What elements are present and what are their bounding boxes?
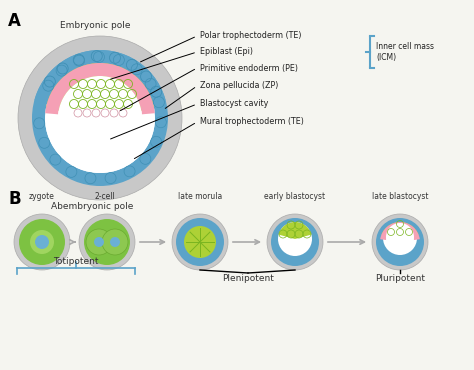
Circle shape: [18, 36, 182, 200]
Text: Inner cell mass
(ICM): Inner cell mass (ICM): [376, 42, 434, 62]
Wedge shape: [34, 50, 166, 118]
Circle shape: [376, 218, 424, 266]
Circle shape: [32, 50, 168, 186]
Circle shape: [84, 219, 130, 265]
Circle shape: [278, 222, 312, 256]
Text: Polar trophectoderm (TE): Polar trophectoderm (TE): [200, 31, 301, 40]
Text: Abembryonic pole: Abembryonic pole: [51, 202, 133, 211]
Text: Mural trophectoderm (TE): Mural trophectoderm (TE): [200, 118, 304, 127]
Circle shape: [35, 235, 49, 249]
Text: Pluripotent: Pluripotent: [375, 274, 425, 283]
Wedge shape: [279, 222, 311, 239]
Text: early blastocyst: early blastocyst: [264, 192, 326, 201]
Wedge shape: [58, 76, 142, 118]
Circle shape: [102, 229, 128, 255]
Circle shape: [14, 214, 70, 270]
Text: 2-cell: 2-cell: [95, 192, 115, 201]
Text: zygote: zygote: [29, 192, 55, 201]
Text: Zona pellucida (ZP): Zona pellucida (ZP): [200, 81, 278, 91]
Wedge shape: [382, 222, 419, 242]
Text: A: A: [8, 12, 21, 30]
Wedge shape: [380, 222, 420, 240]
Circle shape: [19, 219, 65, 265]
Circle shape: [386, 223, 414, 251]
Circle shape: [267, 214, 323, 270]
Text: late morula: late morula: [178, 192, 222, 201]
Circle shape: [45, 63, 155, 173]
Circle shape: [86, 229, 112, 255]
Circle shape: [184, 226, 216, 258]
Circle shape: [110, 237, 120, 247]
Circle shape: [172, 214, 228, 270]
Text: Embryonic pole: Embryonic pole: [60, 21, 130, 30]
Text: Epiblast (Epi): Epiblast (Epi): [200, 47, 253, 57]
Circle shape: [176, 218, 224, 266]
Circle shape: [30, 230, 54, 254]
Text: Totipotent: Totipotent: [53, 257, 99, 266]
Wedge shape: [45, 63, 155, 114]
Circle shape: [79, 214, 135, 270]
Circle shape: [383, 221, 417, 255]
Wedge shape: [46, 63, 154, 118]
Circle shape: [94, 237, 104, 247]
Text: Primitive endoderm (PE): Primitive endoderm (PE): [200, 64, 298, 73]
Text: Blastocyst cavity: Blastocyst cavity: [200, 100, 268, 108]
Circle shape: [372, 214, 428, 270]
Text: late blastocyst: late blastocyst: [372, 192, 428, 201]
Text: Plenipotent: Plenipotent: [222, 274, 274, 283]
Wedge shape: [378, 219, 421, 242]
Text: B: B: [8, 190, 21, 208]
Circle shape: [271, 218, 319, 266]
Wedge shape: [45, 118, 155, 173]
